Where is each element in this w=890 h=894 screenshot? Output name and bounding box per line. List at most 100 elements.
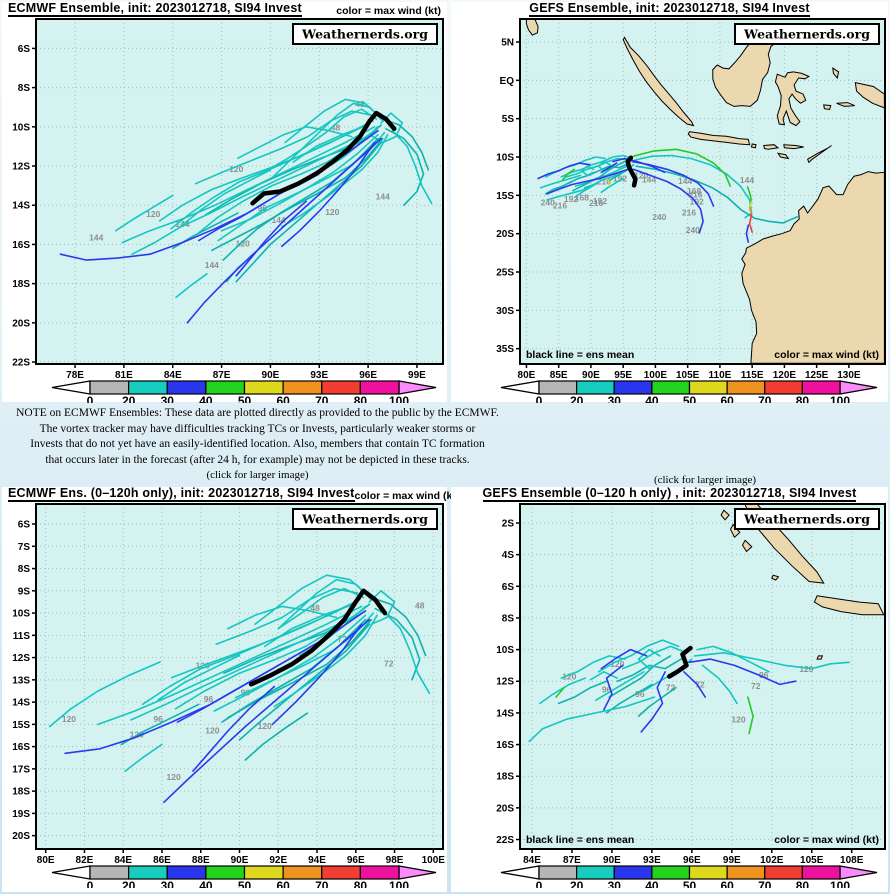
svg-text:100: 100 [389, 394, 409, 403]
svg-text:96: 96 [258, 203, 268, 213]
svg-text:168: 168 [575, 193, 589, 203]
svg-text:0: 0 [536, 394, 543, 403]
svg-text:48: 48 [331, 123, 341, 133]
svg-text:16S: 16S [12, 742, 30, 753]
svg-text:18S: 18S [12, 279, 30, 290]
svg-text:144: 144 [376, 191, 390, 201]
svg-text:87E: 87E [563, 855, 581, 864]
svg-text:96: 96 [759, 670, 769, 680]
svg-text:95E: 95E [614, 370, 632, 379]
svg-text:84E: 84E [164, 370, 182, 379]
svg-text:8S: 8S [18, 83, 31, 94]
click-for-larger-link[interactable]: (click for larger image) [206, 469, 309, 481]
svg-text:25S: 25S [496, 268, 514, 279]
svg-text:30: 30 [608, 879, 622, 888]
svg-text:240: 240 [541, 197, 555, 207]
svg-text:17S: 17S [12, 764, 30, 775]
svg-text:72: 72 [384, 658, 394, 668]
svg-text:216: 216 [597, 177, 611, 187]
svg-text:94E: 94E [308, 855, 326, 864]
weathernerds-logo: Weathernerds.org [292, 508, 438, 530]
svg-text:70: 70 [758, 879, 772, 888]
svg-text:192: 192 [593, 196, 607, 206]
svg-text:192: 192 [690, 197, 704, 207]
svg-text:86E: 86E [153, 855, 171, 864]
panel-title: ECMWF Ens. (0–120h only), init: 20230127… [8, 486, 355, 502]
svg-text:8S: 8S [18, 564, 31, 575]
svg-text:93E: 93E [310, 370, 328, 379]
colorbar-caption: color = max wind (kt) [354, 490, 460, 502]
svg-text:80: 80 [354, 879, 368, 888]
svg-text:120: 120 [731, 714, 745, 724]
svg-text:90E: 90E [262, 370, 280, 379]
svg-text:22S: 22S [496, 835, 514, 846]
wind-colorbar: 0 20 30 40 50 60 70 80 100 [500, 865, 878, 888]
svg-text:60: 60 [276, 394, 290, 403]
svg-text:100: 100 [389, 879, 409, 888]
ecmwf-note: NOTE on ECMWF Ensembles: These data are … [15, 406, 500, 484]
svg-text:92E: 92E [269, 855, 287, 864]
svg-text:12S: 12S [12, 162, 30, 173]
panel-title-row: ECMWF Ens. (0–120h only), init: 20230127… [2, 486, 459, 502]
svg-text:20: 20 [570, 394, 584, 403]
svg-text:5N: 5N [501, 38, 514, 49]
svg-text:10S: 10S [12, 122, 30, 133]
svg-text:100: 100 [830, 394, 850, 403]
svg-text:144: 144 [271, 215, 285, 225]
svg-text:99E: 99E [723, 855, 741, 864]
svg-text:14S: 14S [496, 708, 514, 719]
svg-text:96E: 96E [347, 855, 365, 864]
svg-text:60: 60 [276, 879, 290, 888]
svg-text:14S: 14S [12, 201, 30, 212]
note-line: The vortex tracker may have difficulties… [39, 422, 476, 435]
panel-gefs-120h: GEFS Ensemble (0–120 h only) , init: 202… [451, 486, 888, 892]
panel-title-row: GEFS Ensemble, init: 2023012718, SI94 In… [451, 1, 888, 17]
svg-text:8S: 8S [502, 613, 515, 624]
svg-text:50: 50 [238, 394, 252, 403]
svg-text:120: 120 [236, 238, 250, 248]
svg-text:120: 120 [325, 207, 339, 217]
svg-text:96E: 96E [683, 855, 701, 864]
svg-text:216: 216 [589, 198, 603, 208]
svg-text:6S: 6S [18, 44, 31, 55]
svg-text:98E: 98E [386, 855, 404, 864]
svg-text:100: 100 [830, 879, 850, 888]
svg-text:70: 70 [758, 394, 772, 403]
svg-text:30S: 30S [496, 306, 514, 317]
svg-text:12S: 12S [496, 677, 514, 688]
weathernerds-logo: Weathernerds.org [292, 23, 438, 45]
svg-text:80: 80 [796, 879, 810, 888]
svg-text:80E: 80E [518, 370, 536, 379]
svg-text:120: 120 [62, 714, 76, 724]
svg-text:105E: 105E [800, 855, 824, 864]
svg-text:48: 48 [415, 601, 425, 611]
svg-text:100E: 100E [644, 370, 668, 379]
panel-title: GEFS Ensemble, init: 2023012718, SI94 In… [529, 1, 810, 17]
svg-text:20: 20 [570, 879, 584, 888]
svg-text:72: 72 [337, 634, 347, 644]
svg-text:10S: 10S [12, 609, 30, 620]
svg-text:60: 60 [720, 879, 734, 888]
svg-text:48: 48 [310, 603, 320, 613]
svg-text:105E: 105E [676, 370, 700, 379]
svg-text:black line = ens mean: black line = ens mean [526, 834, 634, 846]
note-line: that occurs later in the forecast (after… [45, 453, 470, 466]
svg-text:88E: 88E [192, 855, 210, 864]
svg-text:96: 96 [602, 684, 612, 694]
svg-text:0: 0 [536, 879, 543, 888]
svg-text:240: 240 [686, 225, 700, 235]
panel-title: ECMWF Ensemble, init: 2023012718, SI94 I… [8, 1, 302, 17]
svg-text:216: 216 [553, 200, 567, 210]
click-for-larger-link[interactable]: (click for larger image) [653, 474, 757, 486]
svg-text:50: 50 [683, 879, 697, 888]
panel-title-row: ECMWF Ensemble, init: 2023012718, SI94 I… [2, 1, 447, 17]
svg-text:9S: 9S [18, 586, 31, 597]
svg-text:4S: 4S [502, 550, 515, 561]
svg-text:20S: 20S [12, 831, 30, 842]
panel-title: GEFS Ensemble (0–120 h only) , init: 202… [482, 486, 857, 502]
svg-text:50: 50 [238, 879, 252, 888]
